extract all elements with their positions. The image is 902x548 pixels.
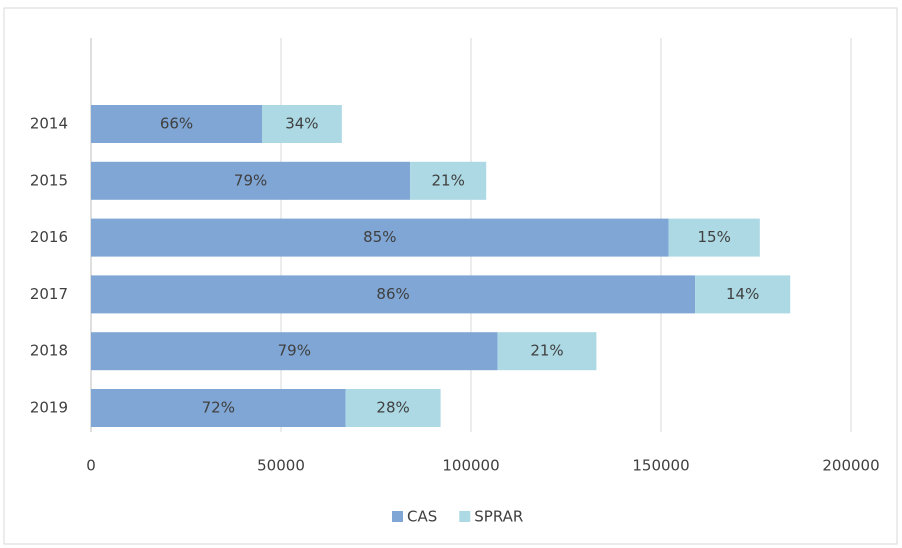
legend-label: SPRAR [474, 508, 523, 526]
share-label: 85% [363, 228, 396, 246]
bar-segment [497, 332, 597, 371]
bar-segment [91, 389, 346, 427]
share-label: 34% [285, 115, 318, 133]
bar-segment [91, 161, 411, 200]
bar-segment [262, 105, 342, 143]
bar-segment [345, 389, 441, 427]
share-label: 86% [376, 285, 409, 303]
x-tick-label: 150000 [632, 457, 689, 475]
share-label: 21% [530, 342, 563, 360]
y-tick-label: 2018 [30, 342, 68, 360]
share-label: 28% [376, 399, 409, 417]
y-tick-label: 2017 [30, 285, 68, 303]
share-label: 72% [202, 399, 235, 417]
y-tick-label: 2015 [30, 171, 68, 189]
y-tick-label: 2016 [30, 228, 68, 246]
bar-segment [91, 105, 262, 143]
share-label: 79% [278, 342, 311, 360]
share-label: 79% [234, 171, 267, 189]
share-label: 14% [726, 285, 759, 303]
x-tick-label: 50000 [257, 457, 305, 475]
x-tick-label: 0 [86, 457, 96, 475]
share-label: 21% [432, 171, 465, 189]
legend-label: CAS [407, 508, 437, 526]
x-tick-label: 200000 [822, 457, 879, 475]
bar-segment [695, 275, 791, 314]
share-label: 66% [160, 115, 193, 133]
bar-segment [91, 332, 498, 371]
bar-segment [91, 218, 669, 257]
bar-segment [91, 275, 696, 314]
share-label: 15% [698, 228, 731, 246]
legend-swatch [459, 511, 471, 522]
bar-segment [668, 218, 760, 257]
bar-segment [410, 161, 487, 200]
x-tick-label: 100000 [442, 457, 499, 475]
y-tick-label: 2014 [30, 115, 68, 133]
legend-swatch [392, 511, 403, 522]
y-tick-label: 2019 [30, 399, 68, 417]
